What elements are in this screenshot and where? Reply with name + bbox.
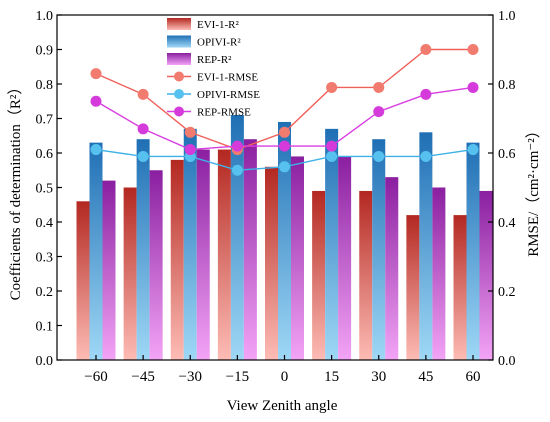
point-OPIVI-RMSE-15: [326, 150, 338, 162]
x-tick-label: −30: [179, 369, 202, 385]
x-tick-label: 0: [281, 369, 289, 385]
x-tick-label: −60: [84, 369, 107, 385]
line-layer: [90, 44, 479, 176]
legend-swatch-OPIVI-R²: [167, 35, 191, 48]
point-EVI-1-RMSE-0: [279, 126, 290, 138]
bar-OPIVI-R²-−45: [136, 139, 150, 360]
point-OPIVI-RMSE-30: [373, 150, 385, 162]
legend-label-OPIVI-RMSE: OPIVI-RMSE: [197, 89, 260, 101]
legend-marker-OPIVI-RMSE: [174, 89, 184, 99]
bar-EVI-1-R²-−30: [170, 159, 184, 360]
y-axis-right-label: RMSE/（cm²·cm⁻²）: [525, 123, 542, 257]
y-left-tick-label: 0.0: [36, 354, 54, 369]
bar-REP-R²-45: [432, 187, 446, 360]
axes: 0.0 0.1 0.2 0.3 0.4 0.5 0.6 0.7 0.8 0.9 1.0 0.0 0.2 0…: [36, 9, 516, 385]
y-left-tick-label: 0.8: [36, 78, 54, 93]
legend-label-REP-R²: REP-R²: [197, 54, 232, 66]
point-OPIVI-RMSE-45: [420, 150, 432, 162]
bar-REP-R²-−30: [196, 149, 210, 360]
bar-OPIVI-R²-−30: [183, 128, 197, 360]
legend-label-EVI-1-RMSE: EVI-1-RMSE: [197, 72, 258, 84]
bar-EVI-1-R²-−60: [76, 201, 90, 360]
point-EVI-1-RMSE-45: [420, 44, 432, 55]
y-right-tick-label: 0.6: [498, 147, 516, 162]
y-left-tick-label: 0.4: [36, 216, 54, 231]
bar-layer: [76, 115, 493, 360]
bar-REP-R²-60: [479, 190, 493, 360]
point-REP-RMSE-−45: [137, 123, 149, 135]
point-EVI-1-RMSE-15: [326, 81, 338, 93]
x-tick-label: 45: [418, 369, 433, 385]
bar-EVI-1-R²-30: [359, 190, 373, 360]
bar-REP-R²-−15: [243, 139, 257, 360]
point-REP-RMSE-60: [467, 81, 479, 93]
point-REP-RMSE-−60: [90, 95, 102, 107]
point-REP-RMSE-0: [279, 140, 290, 152]
legend-label-EVI-1-R²: EVI-1-R²: [197, 19, 239, 31]
y-right-tick-label: 0.0: [498, 354, 516, 369]
legend: EVI-1-R² OPIVI-R² REP-R² EVI-1-RMSE OPIVI-RM…: [167, 18, 260, 119]
y-left-tick-label: 0.3: [36, 251, 54, 266]
x-tick-label: 30: [371, 369, 386, 385]
point-OPIVI-RMSE-−60: [90, 144, 102, 156]
bar-OPIVI-R²-30: [372, 139, 386, 360]
x-tick-label: 60: [466, 369, 481, 385]
bar-OPIVI-R²-−60: [89, 142, 103, 360]
y-right-tick-label: 0.2: [498, 285, 516, 300]
legend-swatch-EVI-1-R²: [167, 18, 191, 30]
point-EVI-1-RMSE-60: [467, 44, 479, 55]
y-left-tick-label: 0.2: [36, 285, 54, 300]
legend-marker-EVI-1-RMSE: [174, 71, 184, 82]
y-axis-left-label: Coefficients of determination（R²）: [7, 80, 24, 301]
legend-label-OPIVI-R²: OPIVI-R²: [197, 37, 241, 49]
point-OPIVI-RMSE-−45: [137, 150, 149, 162]
legend-label-REP-RMSE: REP-RMSE: [197, 107, 251, 119]
bar-REP-R²-−45: [149, 170, 163, 360]
point-EVI-1-RMSE-−45: [137, 88, 149, 100]
bar-EVI-1-R²-0: [265, 166, 278, 360]
y-left-tick-label: 0.9: [36, 44, 54, 59]
y-right-tick-label: 1.0: [498, 9, 516, 24]
y-left-tick-label: 0.5: [36, 182, 54, 197]
bar-REP-R²-−60: [102, 180, 116, 360]
bar-OPIVI-R²-0: [278, 121, 291, 360]
bar-REP-R²-0: [291, 156, 304, 360]
bar-OPIVI-R²-60: [466, 142, 480, 360]
point-EVI-1-RMSE-−60: [90, 68, 102, 80]
legend-swatch-REP-R²: [167, 53, 191, 65]
y-right-tick-label: 0.8: [498, 78, 516, 93]
point-EVI-1-RMSE-30: [373, 81, 385, 93]
bar-EVI-1-R²-45: [406, 215, 420, 360]
bar-OPIVI-R²-15: [325, 128, 339, 360]
point-REP-RMSE-−30: [184, 144, 196, 156]
point-REP-RMSE-15: [326, 140, 338, 152]
bar-EVI-1-R²-−15: [217, 149, 231, 360]
x-tick-label: −15: [226, 369, 249, 385]
legend-marker-REP-RMSE: [174, 106, 184, 117]
x-tick-label: −45: [131, 369, 154, 385]
y-right-tick-label: 0.4: [498, 216, 516, 231]
point-OPIVI-RMSE-0: [279, 161, 290, 173]
y-left-tick-label: 0.6: [36, 147, 54, 162]
point-EVI-1-RMSE-−30: [184, 126, 196, 138]
x-axis-label: View Zenith angle: [227, 398, 338, 414]
y-left-tick-label: 0.1: [36, 320, 54, 335]
bar-EVI-1-R²-−45: [123, 187, 137, 360]
bar-OPIVI-R²-−15: [230, 115, 244, 360]
bar-EVI-1-R²-15: [312, 190, 326, 360]
bar-REP-R²-15: [338, 156, 352, 360]
bar-OPIVI-R²-45: [419, 132, 433, 360]
point-OPIVI-RMSE-−15: [231, 164, 243, 176]
bar-REP-R²-30: [385, 177, 399, 360]
y-left-tick-label: 1.0: [36, 9, 54, 24]
point-OPIVI-RMSE-60: [467, 144, 479, 156]
point-REP-RMSE-−15: [231, 140, 243, 152]
point-REP-RMSE-45: [420, 88, 432, 100]
y-left-tick-label: 0.7: [36, 113, 54, 128]
bar-EVI-1-R²-60: [453, 215, 467, 360]
point-REP-RMSE-30: [373, 106, 385, 118]
x-tick-label: 15: [324, 369, 339, 385]
